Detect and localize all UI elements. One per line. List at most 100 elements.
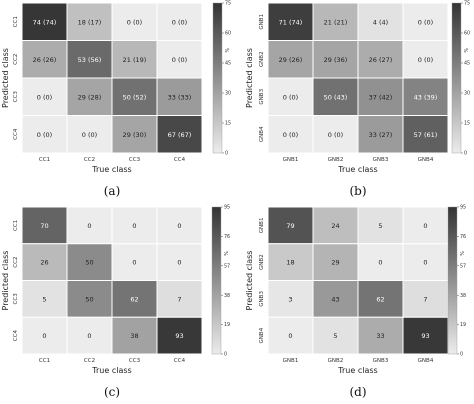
cell-value-label: 0 (0) [172,18,187,26]
colorbar-tick-label: 95 [224,205,230,211]
cell-value-label: 26 (26) [33,56,57,64]
confusion-matrix-panel-a: 74 (74) 18 (17) 0 (0) 0 (0) 26 (26) 53 (56) 21… [1,1,231,198]
colorbar-unit-label: % [458,251,464,256]
cell-value-label: 0 (0) [172,56,187,64]
x-tick-label: CC4 [174,358,186,364]
heatmap-cell [156,243,203,281]
cell-value-label: 29 (28) [78,93,102,101]
cell-value-label: 50 (52) [123,93,147,101]
cell-value-label: 3 [288,295,292,303]
colorbar-tick-label: 0 [225,151,228,157]
x-axis-label: True class [91,366,131,375]
heatmap-cell [66,40,113,79]
x-tick-label: CC3 [129,157,141,163]
cell-value-label: 0 [132,222,136,230]
heatmap-cell [402,206,449,245]
heatmap-cell [402,40,449,79]
cell-value-label: 0 (0) [127,18,142,26]
x-axis-label: True class [91,165,131,174]
cell-value-label: 43 [331,295,339,303]
y-tick-label: CC4 [13,128,19,140]
heatmap-cell [312,115,359,154]
y-tick-label: GNB2 [259,254,265,270]
heatmap-cell [402,115,449,154]
colorbar-tick-label: 57 [224,263,230,269]
panel-label: (d) [349,385,366,399]
cell-value-label: 0 (0) [283,131,298,139]
cell-value-label: 0 [87,332,91,340]
colorbar-tick-label: 57 [460,263,466,269]
colorbar [451,2,462,154]
heatmap-cell [312,2,359,41]
cell-value-label: 70 [40,222,48,230]
cell-value-label: 18 [286,259,294,267]
cell-value-label: 50 [85,259,93,267]
cell-value-label: 50 [85,295,93,303]
colorbar-tick-label: 75 [225,1,231,7]
panel-label: (c) [104,385,120,399]
cell-value-label: 21 (19) [123,56,147,64]
x-tick-label: GNB3 [373,358,389,364]
cell-value-label: 0 (0) [418,56,433,64]
cell-value-label: 29 (36) [324,56,348,64]
x-tick-label: GNB2 [328,157,344,163]
colorbar-tick-label: 95 [460,205,466,211]
y-tick-label: CC3 [13,91,19,103]
y-tick-label: GNB4 [259,327,265,343]
colorbar-tick-label: 45 [225,61,231,67]
cell-value-label: 4 (4) [373,18,388,26]
heatmap-cell [156,316,203,355]
colorbar-tick-label: 75 [464,1,470,7]
heatmap-cell [312,206,359,245]
cell-value-label: 24 [331,222,339,230]
heatmap-cell [357,316,404,355]
cell-value-label: 33 (33) [168,93,192,101]
cell-value-label: 67 (67) [168,131,192,139]
heatmap-cell [66,280,113,318]
heatmap-cell [357,77,404,116]
cell-value-label: 0 (0) [37,131,52,139]
cell-value-label: 0 (0) [328,131,343,139]
cell-value-label: 5 [378,222,382,230]
cell-value-label: 62 [376,295,384,303]
cell-value-label: 21 (21) [324,18,348,26]
cell-value-label: 62 [130,295,138,303]
y-tick-label: CC1 [13,220,19,231]
cell-value-label: 7 [177,295,181,303]
y-tick-label: GNB1 [259,14,265,30]
y-tick-label: CC2 [13,54,19,65]
x-tick-label: CC2 [84,157,95,163]
cell-value-label: 0 (0) [82,131,97,139]
y-tick-label: GNB3 [259,88,265,104]
heatmap-cell [21,243,68,281]
cell-value-label: 0 [87,222,91,230]
heatmap-cell [267,115,314,154]
cell-value-label: 74 (74) [33,18,57,26]
x-axis-label: True class [337,366,377,375]
colorbar-tick-label: 0 [464,151,467,157]
confusion-matrix-panel-b: 71 (74) 21 (21) 4 (4) 0 (0) 29 (26) 29 (36) 26… [245,1,470,198]
cell-value-label: 93 [421,332,429,340]
cell-value-label: 7 [423,295,427,303]
cell-value-label: 71 (74) [279,18,303,26]
colorbar-tick-label: 76 [224,234,230,240]
cell-value-label: 5 [42,295,46,303]
heatmap-cell [357,115,404,154]
y-tick-label: GNB1 [259,218,265,234]
cell-value-label: 0 [177,259,181,267]
cell-value-label: 29 (26) [279,56,303,64]
heatmap-cell [66,77,113,116]
heatmap-cell [402,316,449,355]
cell-value-label: 0 [177,222,181,230]
heatmap-cell [66,2,113,41]
y-axis-label: Predicted class [1,48,10,108]
y-axis-label: Predicted class [1,251,10,311]
x-tick-label: GNB3 [373,157,389,163]
y-axis-label: Predicted class [245,251,254,311]
colorbar-unit-label: % [462,48,468,53]
cell-value-label: 50 (43) [324,93,348,101]
cell-value-label: 79 [286,222,294,230]
x-tick-label: GNB2 [328,358,344,364]
heatmap-cell [21,206,68,245]
